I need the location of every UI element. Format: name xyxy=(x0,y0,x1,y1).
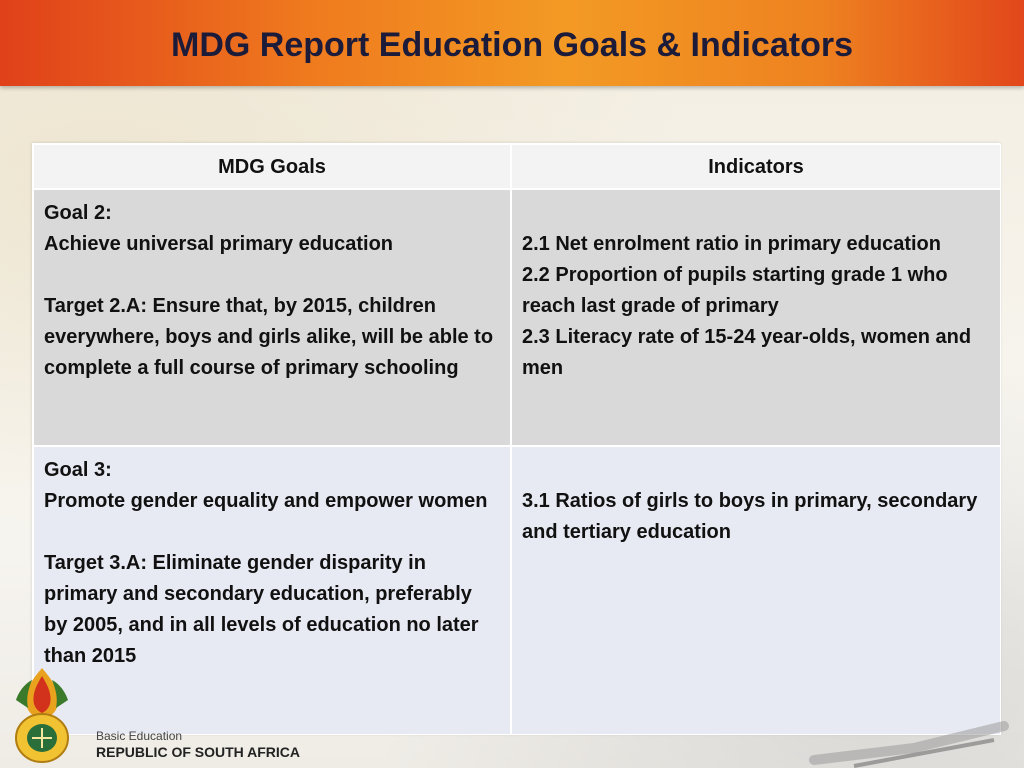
indicator-2-3: 2.3 Literacy rate of 15-24 year-olds, wo… xyxy=(522,326,972,379)
coat-of-arms-logo xyxy=(15,668,69,763)
goal-2-label: Goal 2: xyxy=(44,202,112,224)
goals-table: MDG Goals Indicators Goal 2: Achieve uni… xyxy=(32,143,1001,735)
indicator-3-1: 3.1 Ratios of girls to boys in primary, … xyxy=(522,490,978,543)
indicator-2-1: 2.1 Net enrolment ratio in primary educa… xyxy=(522,233,941,255)
goal-3-label: Goal 3: xyxy=(44,459,112,481)
goal-3-indicators-cell: 3.1 Ratios of girls to boys in primary, … xyxy=(511,446,1001,735)
goal-2-text: Achieve universal primary education xyxy=(44,233,394,255)
country-name: REPUBLIC OF SOUTH AFRICA xyxy=(96,744,301,760)
spacer xyxy=(522,455,990,486)
footer-organisation: Basic Education REPUBLIC OF SOUTH AFRICA xyxy=(96,730,300,761)
goal-2-indicators-cell: 2.1 Net enrolment ratio in primary educa… xyxy=(511,189,1001,446)
department-name: Basic Education xyxy=(96,729,183,743)
goal-3-text: Promote gender equality and empower wome… xyxy=(44,490,488,512)
spacer xyxy=(44,517,500,548)
goal-3-cell: Goal 3: Promote gender equality and empo… xyxy=(33,446,511,735)
title-bar: MDG Report Education Goals & Indicators xyxy=(0,0,1024,86)
spacer xyxy=(522,198,990,229)
header-mdg-goals: MDG Goals xyxy=(33,144,511,189)
target-3a: Target 3.A: Eliminate gender disparity i… xyxy=(44,552,479,667)
target-2a: Target 2.A: Ensure that, by 2015, childr… xyxy=(44,295,494,379)
header-indicators: Indicators xyxy=(511,144,1001,189)
indicator-2-2: 2.2 Proportion of pupils starting grade … xyxy=(522,264,948,317)
slide-title: MDG Report Education Goals & Indicators xyxy=(171,26,853,64)
spacer xyxy=(44,260,500,291)
decorative-pen-image xyxy=(809,721,1009,768)
goal-2-cell: Goal 2: Achieve universal primary educat… xyxy=(33,189,511,446)
